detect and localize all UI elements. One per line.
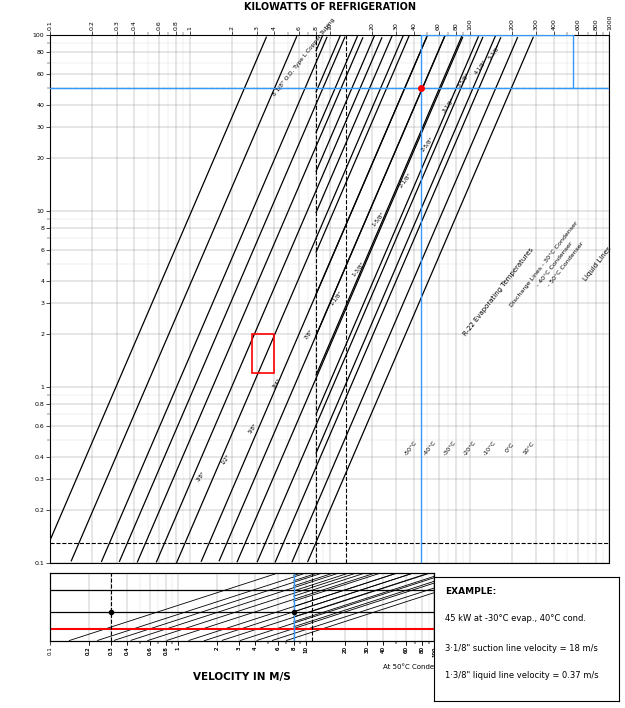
Text: 3·1/8" suction line velocity = 18 m/s: 3·1/8" suction line velocity = 18 m/s	[446, 644, 598, 653]
Text: 1-3/8": 1-3/8"	[351, 261, 366, 277]
Text: 5/8": 5/8"	[247, 423, 258, 435]
Text: 5-1/8": 5-1/8"	[487, 45, 501, 61]
Text: Liquid Lines: Liquid Lines	[582, 246, 612, 282]
Text: -20°C: -20°C	[462, 440, 477, 457]
Bar	[253, 334, 274, 373]
Text: At 50°C Condenser: At 50°C Condenser	[383, 664, 450, 670]
X-axis label: KILOWATTS OF REFRIGERATION: KILOWATTS OF REFRIGERATION	[244, 2, 416, 12]
Text: 1-1/8": 1-1/8"	[328, 290, 342, 307]
Text: -50°C: -50°C	[403, 440, 418, 457]
Text: 3-1/8": 3-1/8"	[441, 97, 455, 113]
Text: - 50°C Condenser: - 50°C Condenser	[547, 241, 585, 287]
Text: R-22 Evaporating Temperatures: R-22 Evaporating Temperatures	[462, 246, 534, 336]
Text: -40°C: -40°C	[422, 440, 437, 457]
Text: 45 kW at -30°C evap., 40°C cond.: 45 kW at -30°C evap., 40°C cond.	[446, 615, 586, 623]
Text: 4-1/8": 4-1/8"	[474, 59, 488, 75]
Text: 10°C: 10°C	[522, 440, 536, 455]
Text: EXAMPLE:: EXAMPLE:	[446, 587, 497, 596]
Text: 3/4": 3/4"	[271, 377, 282, 389]
Text: VELOCITY IN M/S: VELOCITY IN M/S	[193, 672, 291, 682]
Text: Discharge Lines - 30°C Condenser: Discharge Lines - 30°C Condenser	[509, 220, 579, 308]
Text: - 40°C Condenser: - 40°C Condenser	[536, 241, 574, 287]
Text: 1·3/8" liquid line velocity = 0.37 m/s: 1·3/8" liquid line velocity = 0.37 m/s	[446, 671, 599, 680]
Text: 7/8": 7/8"	[302, 328, 314, 340]
Text: -30°C: -30°C	[442, 440, 457, 457]
Text: 2-5/8": 2-5/8"	[420, 136, 434, 152]
Text: 0°C: 0°C	[504, 442, 516, 454]
Text: At 30°C Condenser: At 30°C Condenser	[436, 587, 502, 593]
Text: 3-5/8": 3-5/8"	[456, 72, 470, 88]
Text: At 45°C Condenser: At 45°C Condenser	[436, 626, 502, 632]
Text: At 40°C Condenser: At 40°C Condenser	[436, 610, 502, 615]
Text: 8 1/8" O.D. Type L Copper Tubing: 8 1/8" O.D. Type L Copper Tubing	[272, 18, 336, 97]
Text: -10°C: -10°C	[482, 440, 498, 457]
Text: 2-1/8": 2-1/8"	[399, 172, 413, 188]
Text: 1/2": 1/2"	[220, 453, 231, 465]
Text: 3/8": 3/8"	[196, 470, 206, 482]
Text: 1-5/8": 1-5/8"	[371, 211, 385, 227]
